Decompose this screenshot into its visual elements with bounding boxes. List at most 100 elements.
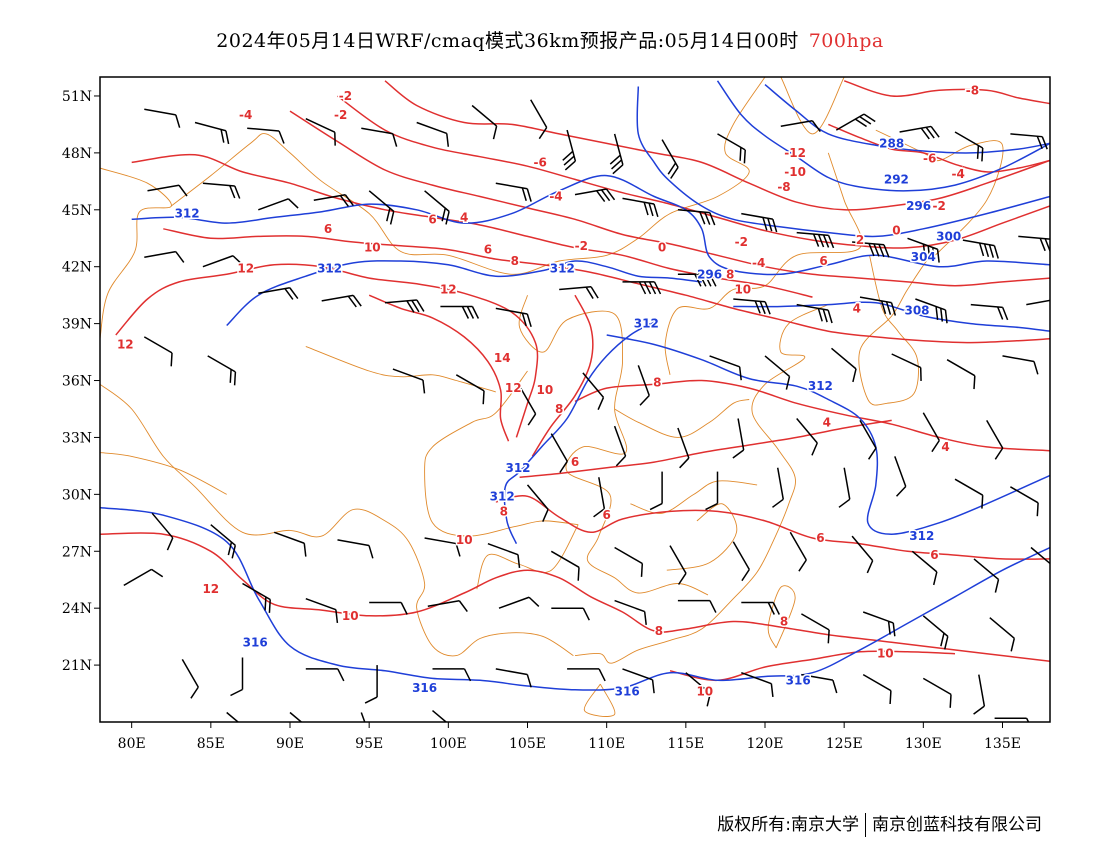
temperature-contour-label: -8: [777, 180, 790, 194]
wind-barb: [852, 241, 890, 258]
y-tick-label: 36N: [62, 374, 92, 390]
temperature-contour-label: 8: [655, 624, 663, 638]
x-tick-label: 95E: [355, 736, 383, 752]
temperature-contour-label: -10: [784, 165, 806, 179]
height-contour: [733, 301, 1050, 332]
contour-labels: -2-2-4-6-4-2 0 -2-4-12-10-8-6-4-202-86 4661…: [115, 82, 980, 700]
wind-barb: [851, 535, 874, 574]
temperature-contour: [100, 532, 1050, 663]
temperature-contour-label: 6: [428, 212, 436, 226]
border-line: [305, 345, 496, 393]
height-contour-label: 312: [490, 489, 515, 503]
temperature-contour: [843, 80, 1050, 105]
temperature-contour-label: -4: [239, 108, 252, 122]
wind-barb: [862, 611, 896, 637]
y-tick-label: 48N: [62, 146, 92, 162]
temperature-contour-label: -2: [933, 199, 946, 213]
geopotential-height-contours: [100, 80, 1050, 691]
wind-barb: [986, 420, 1004, 460]
wind-barb: [796, 418, 818, 456]
border-line: [518, 295, 709, 596]
x-tick-label: 90E: [276, 736, 304, 752]
x-tick-label: 120E: [747, 736, 784, 752]
temperature-contour-label: 12: [202, 582, 219, 596]
x-tick-label: 110E: [588, 736, 625, 752]
wind-barb: [151, 512, 174, 551]
wind-barb: [364, 665, 378, 704]
border-line: [614, 399, 750, 438]
wind-barb: [831, 347, 857, 383]
temperature-contour-label: 6: [930, 548, 938, 562]
plot-area: -2-2-4-6-4-2 0 -2-4-12-10-8-6-4-202-86 4661…: [100, 77, 1050, 722]
wind-barb: [789, 531, 807, 572]
wind-barb: [526, 484, 549, 523]
axes: 80E 85E 90E 95E 100E 105E 110E 115E 120E 125E 130E…: [62, 89, 1021, 752]
height-contour: [606, 334, 1050, 535]
temperature-contour-label: -6: [923, 152, 936, 166]
border-line: [664, 152, 863, 375]
wind-barb: [911, 550, 938, 586]
temperature-contour-label: 6: [603, 508, 611, 522]
wind-barb: [487, 542, 521, 569]
wind-barb: [649, 471, 663, 511]
temperature-contour-label: 8: [555, 402, 563, 416]
wind-barb: [899, 125, 940, 140]
temperature-contour: [519, 419, 892, 479]
wind-barb: [922, 412, 940, 453]
wind-barb: [202, 182, 241, 199]
wind-barb: [147, 184, 188, 197]
wind-barb: [622, 668, 655, 694]
temperature-contour-label: 6: [816, 531, 824, 545]
border-line: [583, 683, 616, 717]
wind-barb: [677, 599, 717, 613]
footer-separator: [865, 813, 866, 837]
wind-barb: [1030, 546, 1050, 569]
y-tick-label: 45N: [62, 203, 92, 219]
wind-barb: [622, 197, 659, 218]
height-contour-label: 316: [615, 685, 640, 699]
wind-barb: [894, 456, 907, 497]
x-tick-label: 85E: [197, 736, 225, 752]
wind-barb: [614, 599, 647, 625]
x-tick-label: 135E: [984, 736, 1021, 752]
temperature-contour-label: 10: [877, 647, 894, 661]
wind-barb: [273, 531, 307, 557]
wind-barb: [495, 668, 532, 688]
height-contour-label: 312: [808, 379, 833, 393]
height-contour-label: 312: [175, 207, 200, 221]
border-line: [630, 480, 758, 514]
x-tick-label: 80E: [118, 736, 146, 752]
temperature-contour-label: 8: [500, 504, 508, 518]
temperature-contour: [163, 228, 1050, 344]
wind-barb: [801, 613, 830, 644]
temperature-contour-label: 4: [853, 301, 861, 315]
wind-barb: [361, 127, 398, 147]
wind-barb: [915, 298, 948, 324]
wind-barb: [922, 615, 949, 650]
temperature-contour: [574, 379, 1050, 452]
wind-barb: [764, 355, 791, 390]
temperature-contour-label: -2: [334, 108, 347, 122]
wind-barb: [567, 668, 606, 682]
wind-barb: [562, 129, 577, 171]
height-contour-label: 312: [505, 461, 530, 475]
wind-barb: [574, 188, 616, 203]
border-line: [666, 503, 738, 571]
temperature-contour-label: 8: [726, 267, 734, 281]
height-contour: [636, 86, 1050, 238]
temperature-contour-label: 8: [780, 615, 788, 629]
temperature-contour-label: -12: [784, 146, 806, 160]
y-tick-label: 21N: [62, 658, 92, 674]
y-tick-label: 30N: [62, 487, 92, 503]
wind-barb: [1010, 486, 1039, 517]
x-tick-label: 100E: [430, 736, 467, 752]
wind-barb: [455, 374, 485, 405]
wind-barb: [862, 673, 892, 705]
wind-barb: [313, 194, 354, 207]
y-tick-label: 33N: [62, 430, 92, 446]
wind-barb: [741, 601, 780, 615]
temperature-contour-label: 8: [511, 254, 519, 268]
wind-barb: [717, 133, 746, 164]
wind-barb: [305, 597, 339, 624]
